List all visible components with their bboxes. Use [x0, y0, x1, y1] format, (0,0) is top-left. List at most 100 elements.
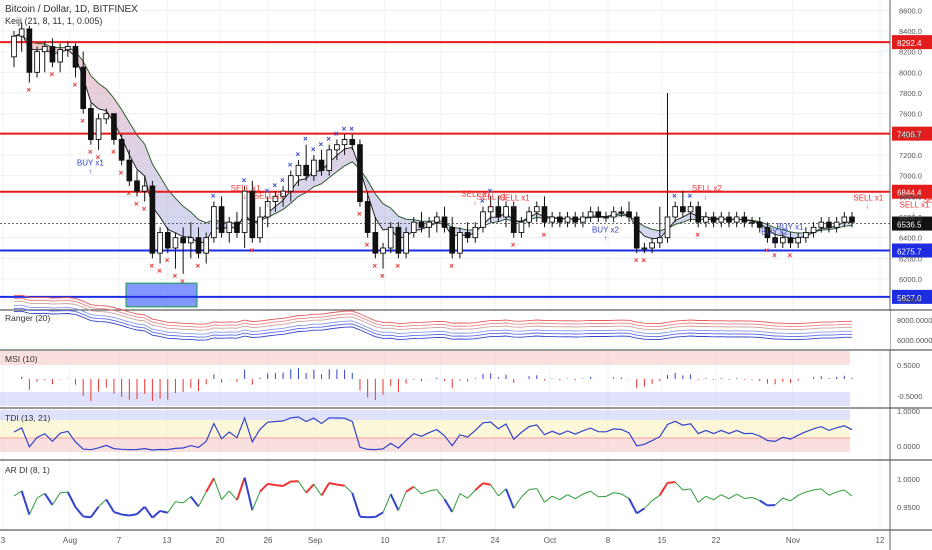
- signal-label: SELL x1: [853, 193, 883, 202]
- ardi-segment: [336, 483, 345, 487]
- ardi-segment: [474, 482, 484, 491]
- signal-arrow: ↑: [788, 232, 792, 239]
- candle-body: [718, 216, 725, 223]
- ardi-segment: [490, 484, 499, 497]
- candle-body: [641, 247, 648, 250]
- candle-body: [26, 28, 33, 73]
- buy-cross-marker: ×: [272, 181, 277, 190]
- candle-body: [795, 237, 802, 244]
- sell-cross-marker: ×: [787, 251, 792, 260]
- candle-body: [680, 206, 686, 213]
- price-tick-label: 7600.0: [899, 110, 922, 119]
- candle-body: [410, 221, 417, 233]
- signal-label: SELL x2: [923, 196, 932, 205]
- candle-body: [272, 195, 279, 202]
- level-label: 7406.7: [897, 131, 922, 140]
- ardi-segment: [259, 483, 269, 493]
- ardi-segment: [790, 494, 799, 502]
- ardi-segment: [482, 482, 491, 486]
- buy-cross-marker: ×: [211, 192, 216, 201]
- ardi-segment: [182, 496, 192, 504]
- ranger-band-line: [13, 297, 852, 328]
- ardi-segment: [159, 509, 168, 514]
- ardi-segment: [721, 494, 730, 500]
- ardi-segment: [451, 493, 461, 513]
- sell-cross-marker: ×: [695, 230, 700, 239]
- level-badge: [892, 35, 932, 50]
- candle-body: [126, 159, 133, 182]
- signal-arrow: ↓: [912, 211, 916, 218]
- candle-body: [695, 206, 702, 223]
- ardi-segment: [728, 493, 737, 500]
- ardi-segment: [467, 489, 476, 499]
- ardi-segment: [613, 492, 622, 495]
- ardi-segment: [198, 491, 207, 507]
- date-tick-label: 12: [876, 536, 885, 545]
- ardi-segment: [429, 489, 437, 492]
- sell-cross-marker: ×: [511, 241, 516, 250]
- sell-cross-marker: ×: [357, 210, 362, 219]
- ardi-segment: [590, 490, 599, 498]
- ardi-segment: [236, 477, 246, 501]
- date-tick-label: 17: [437, 536, 446, 545]
- ranger-band-line: [13, 304, 852, 335]
- candle-body: [664, 216, 671, 239]
- indicator-panels: Ranger (20) MSI (10) TDI (13, 21) AR DI (8,…: [0, 294, 890, 519]
- candle-body: [495, 206, 502, 218]
- candle-body: [818, 221, 825, 228]
- panel-tick: 1.0000: [897, 407, 920, 416]
- sell-cross-marker: ×: [111, 148, 116, 157]
- candle-body: [434, 216, 440, 223]
- ardi-segment: [359, 515, 368, 519]
- ardi-segment: [313, 484, 322, 496]
- candle-body: [88, 108, 94, 140]
- candle-body: [487, 206, 494, 213]
- ardi-segment: [36, 493, 46, 499]
- candle-body: [741, 216, 748, 223]
- ardi-segment: [351, 492, 361, 518]
- candle-body: [610, 211, 617, 218]
- candle-body: [826, 221, 832, 228]
- ardi-segment: [513, 496, 522, 509]
- sell-cross-marker: ×: [172, 272, 177, 281]
- sell-cross-marker: ×: [380, 272, 385, 281]
- ardi-segment: [320, 482, 331, 497]
- signal-arrow: ↓: [865, 203, 869, 210]
- date-tick-label: 24: [491, 536, 500, 545]
- ardi-segment: [628, 497, 638, 514]
- msi-upper-band: [0, 351, 850, 365]
- candle-body: [311, 159, 317, 177]
- ardi-segment: [275, 484, 284, 487]
- sell-cross-marker: ×: [142, 205, 147, 214]
- candle-body: [441, 216, 448, 228]
- ardi-segment: [90, 506, 100, 518]
- date-tick-label: Sep: [308, 536, 323, 545]
- ardi-segment: [459, 493, 468, 499]
- ardi-segment: [498, 488, 507, 497]
- ranger-band-line: [13, 294, 852, 325]
- candle-body: [134, 180, 140, 192]
- ardi-segment: [443, 498, 454, 513]
- candle-body: [526, 211, 532, 223]
- level-label: 5827.0: [897, 294, 922, 303]
- ardi-segment: [143, 506, 154, 519]
- ranger-band-line: [13, 300, 852, 331]
- candle-body: [841, 216, 848, 223]
- candle-body: [557, 216, 563, 223]
- sell-cross-marker: ×: [165, 256, 170, 265]
- signal-label: SELL x1: [500, 193, 530, 202]
- ardi-segment: [644, 500, 653, 509]
- sell-cross-marker: ×: [157, 267, 162, 276]
- candle-body: [464, 232, 471, 239]
- msi-lower-band: [0, 392, 850, 406]
- ardi-segment: [52, 492, 61, 506]
- candle-body: [18, 28, 25, 37]
- ardi-segment: [690, 488, 699, 503]
- candle-body: [34, 51, 40, 73]
- sell-cross-marker: ×: [49, 70, 54, 79]
- date-tick-label: 10: [381, 536, 390, 545]
- axes: 8292.47406.76844.46275.75827.06536.58600…: [1, 6, 932, 545]
- buy-cross-marker: ×: [280, 176, 285, 185]
- candle-body: [172, 237, 179, 249]
